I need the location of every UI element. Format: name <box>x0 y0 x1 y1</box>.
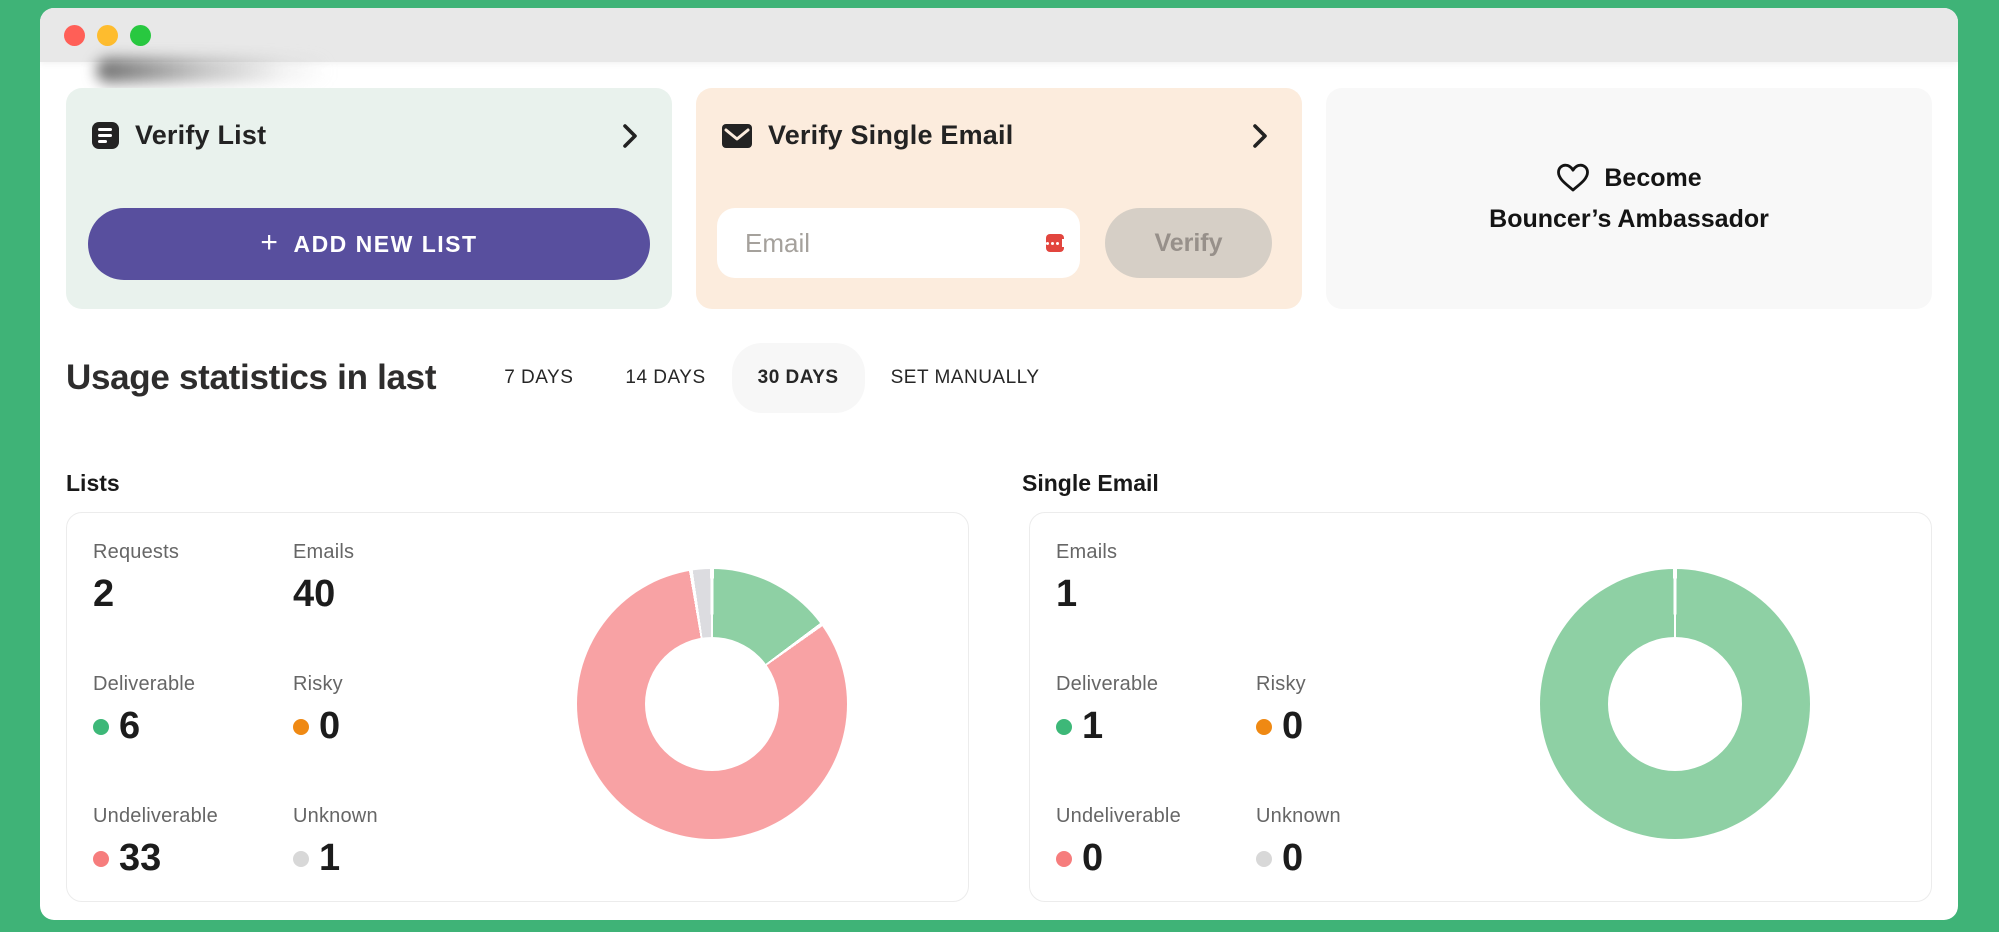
period-tabs: 7 DAYS 14 DAYS 30 DAYS SET MANUALLY <box>478 343 1065 413</box>
verify-list-title: Verify List <box>135 120 267 150</box>
stat-unknown: Unknown 0 <box>1256 805 1341 879</box>
stat-undeliverable: Undeliverable 0 <box>1056 805 1181 879</box>
ambassador-line1: Become <box>1556 163 1702 193</box>
risky-dot <box>1256 718 1272 735</box>
titlebar <box>40 8 1958 62</box>
ambassador-line2: Bouncer’s Ambassador <box>1489 205 1769 233</box>
verify-single-title: Verify Single Email <box>768 120 1014 150</box>
stat-undeliverable: Undeliverable 33 <box>93 805 218 879</box>
verify-single-header: Verify Single Email <box>696 88 1302 151</box>
stat-risky: Risky 0 <box>1256 673 1306 747</box>
stat-deliverable: Deliverable 6 <box>93 673 196 747</box>
tab-set-manually[interactable]: SET MANUALLY <box>890 367 1040 388</box>
stat-unknown: Unknown 1 <box>293 805 378 879</box>
risky-dot <box>293 718 309 735</box>
usage-title: Usage statistics in last <box>66 358 437 397</box>
undeliverable-dot <box>93 850 109 867</box>
verify-button[interactable]: Verify <box>1105 208 1272 278</box>
tab-7-days[interactable]: 7 DAYS <box>504 367 574 388</box>
stat-requests: Requests 2 <box>93 541 180 615</box>
add-new-list-button[interactable]: + ADD NEW LIST <box>88 208 650 280</box>
zoom-window-icon[interactable] <box>130 24 151 46</box>
lists-stats-card: Requests 2 Emails 40 Deliverable 6 Risky… <box>66 512 969 902</box>
stat-emails: Emails 1 <box>1056 541 1118 615</box>
heart-icon <box>1557 163 1590 192</box>
verify-list-header: Verify List <box>66 88 672 151</box>
unknown-dot <box>1256 850 1272 867</box>
envelope-icon <box>722 123 752 148</box>
stat-deliverable: Deliverable 1 <box>1056 673 1159 747</box>
stat-risky: Risky 0 <box>293 673 343 747</box>
lists-donut-chart <box>577 569 847 839</box>
email-input[interactable] <box>717 208 1080 278</box>
single-email-donut-chart <box>1540 569 1810 839</box>
single-email-heading: Single Email <box>1022 470 1159 496</box>
single-email-stats-card: Emails 1 Deliverable 1 Risky 0 Undeliver… <box>1029 512 1932 902</box>
stat-spacer <box>1256 541 1456 673</box>
blurred-logo <box>96 58 331 83</box>
email-input-wrap <box>717 208 1080 278</box>
chevron-right-icon[interactable] <box>1252 122 1268 150</box>
ambassador-content: Become Bouncer’s Ambassador <box>1326 88 1932 309</box>
lists-heading: Lists <box>66 470 120 496</box>
deliverable-dot <box>1056 718 1072 735</box>
single-stats-grid: Emails 1 Deliverable 1 Risky 0 Undeliver… <box>1056 541 1456 920</box>
chevron-right-icon[interactable] <box>622 122 638 150</box>
email-verify-row: Verify <box>717 208 1272 278</box>
list-icon <box>92 122 119 149</box>
action-cards-row: Verify List + ADD NEW LIST Verify Single… <box>66 88 1932 309</box>
password-manager-autofill-icon[interactable] <box>1046 234 1064 252</box>
close-window-icon[interactable] <box>64 24 85 46</box>
add-new-list-label: ADD NEW LIST <box>293 230 478 257</box>
minimize-window-icon[interactable] <box>97 24 118 46</box>
lists-stats-grid: Requests 2 Emails 40 Deliverable 6 Risky… <box>93 541 493 920</box>
app-window: Verify List + ADD NEW LIST Verify Single… <box>40 8 1958 920</box>
unknown-dot <box>293 850 309 867</box>
undeliverable-dot <box>1056 850 1072 867</box>
tab-30-days[interactable]: 30 DAYS <box>731 343 865 413</box>
verify-single-email-card[interactable]: Verify Single Email Verify <box>696 88 1302 309</box>
stat-emails: Emails 40 <box>293 541 355 615</box>
verify-list-card[interactable]: Verify List + ADD NEW LIST <box>66 88 672 309</box>
deliverable-dot <box>93 718 109 735</box>
ambassador-become: Become <box>1604 163 1702 192</box>
usage-statistics-row: Usage statistics in last 7 DAYS 14 DAYS … <box>66 338 1932 418</box>
plus-icon: + <box>260 225 280 259</box>
tab-14-days[interactable]: 14 DAYS <box>625 367 706 388</box>
ambassador-card[interactable]: Become Bouncer’s Ambassador <box>1326 88 1932 309</box>
